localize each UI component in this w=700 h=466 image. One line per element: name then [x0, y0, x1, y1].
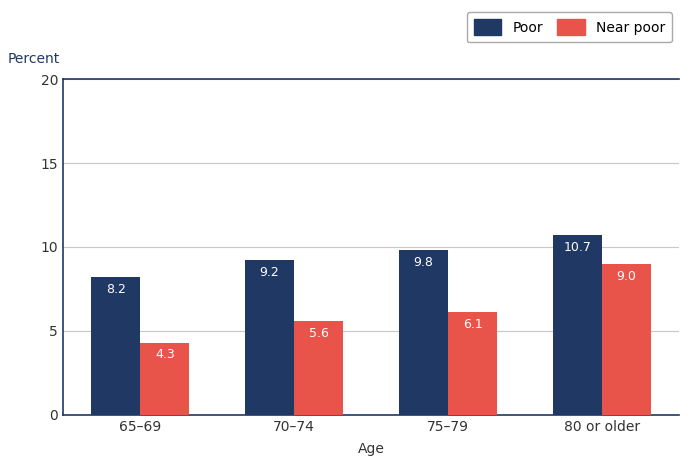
Text: 9.2: 9.2	[260, 266, 279, 279]
Text: Percent: Percent	[8, 52, 60, 66]
Bar	[245, 260, 294, 415]
Bar	[399, 250, 448, 415]
Bar	[91, 277, 140, 415]
Bar	[552, 235, 602, 415]
Text: 10.7: 10.7	[564, 241, 591, 254]
Text: 9.8: 9.8	[414, 256, 433, 269]
Text: 9.0: 9.0	[617, 270, 636, 282]
Bar	[294, 321, 343, 415]
Bar	[448, 312, 497, 415]
Text: 4.3: 4.3	[155, 349, 175, 362]
X-axis label: Age: Age	[358, 442, 384, 456]
Bar	[602, 264, 651, 415]
Bar	[140, 343, 190, 415]
Legend: Poor, Near poor: Poor, Near poor	[467, 13, 672, 42]
Text: 8.2: 8.2	[106, 283, 125, 296]
Text: 6.1: 6.1	[463, 318, 482, 331]
Text: 5.6: 5.6	[309, 327, 328, 340]
